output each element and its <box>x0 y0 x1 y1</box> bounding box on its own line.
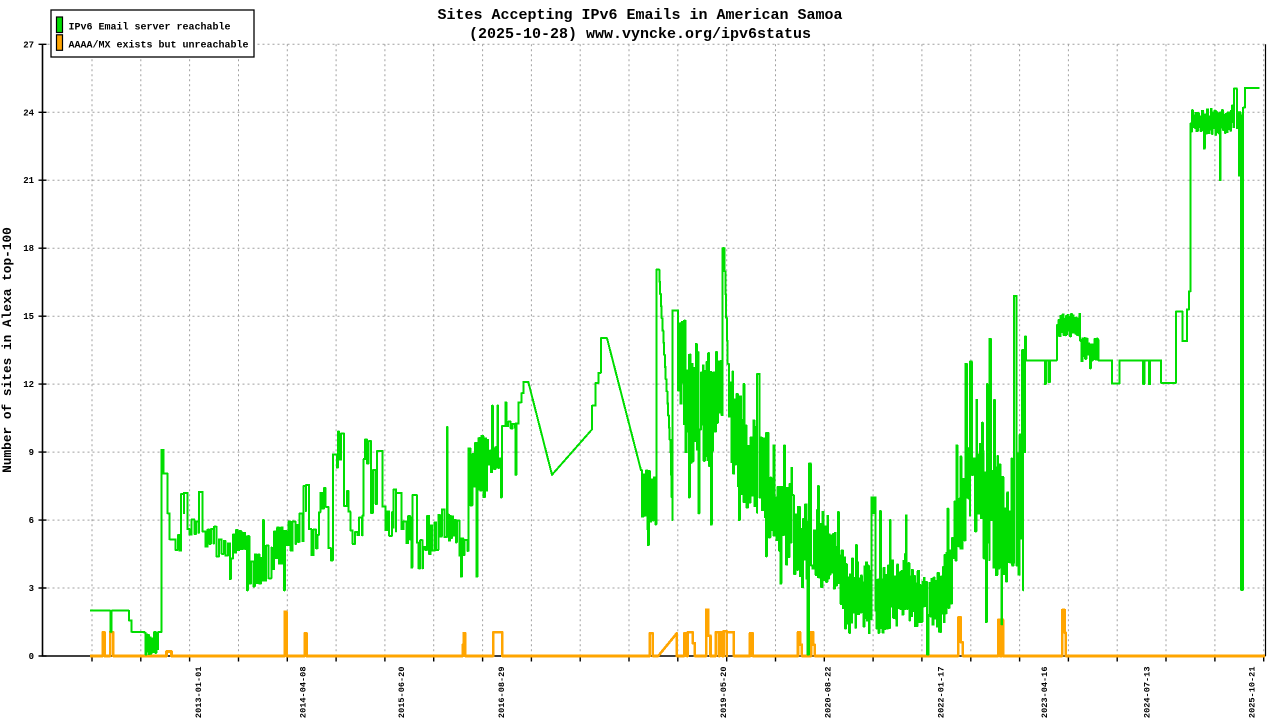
svg-text:2025-10-21: 2025-10-21 <box>1247 667 1257 719</box>
svg-text:2023-04-16: 2023-04-16 <box>1040 667 1050 719</box>
svg-text:6: 6 <box>29 516 34 526</box>
svg-text:27: 27 <box>23 40 34 50</box>
svg-text:2016-08-29: 2016-08-29 <box>497 667 507 719</box>
svg-text:2020-08-22: 2020-08-22 <box>823 667 833 719</box>
svg-text:AAAA/MX exists but unreachable: AAAA/MX exists but unreachable <box>69 39 249 51</box>
svg-text:15: 15 <box>23 312 34 322</box>
svg-text:Number of sites in Alexa top-1: Number of sites in Alexa top-100 <box>0 227 15 473</box>
svg-text:12: 12 <box>23 380 34 390</box>
svg-text:2022-01-17: 2022-01-17 <box>936 667 946 719</box>
svg-text:2024-07-13: 2024-07-13 <box>1142 667 1152 719</box>
svg-text:Sites Accepting IPv6 Emails in: Sites Accepting IPv6 Emails in American … <box>437 7 842 24</box>
svg-text:2015-06-20: 2015-06-20 <box>397 667 407 719</box>
svg-text:2013-01-01: 2013-01-01 <box>194 667 204 719</box>
svg-text:9: 9 <box>29 448 34 458</box>
svg-text:3: 3 <box>29 584 34 594</box>
svg-text:24: 24 <box>23 108 34 118</box>
svg-text:18: 18 <box>23 244 34 254</box>
svg-text:2014-04-08: 2014-04-08 <box>298 667 308 719</box>
svg-text:2019-05-20: 2019-05-20 <box>719 667 729 719</box>
svg-text:21: 21 <box>23 176 34 186</box>
svg-text:0: 0 <box>29 652 34 662</box>
svg-text:IPv6 Email server reachable: IPv6 Email server reachable <box>69 22 231 34</box>
svg-text:(2025-10-28) www.vyncke.org/ip: (2025-10-28) www.vyncke.org/ipv6status <box>469 26 811 43</box>
